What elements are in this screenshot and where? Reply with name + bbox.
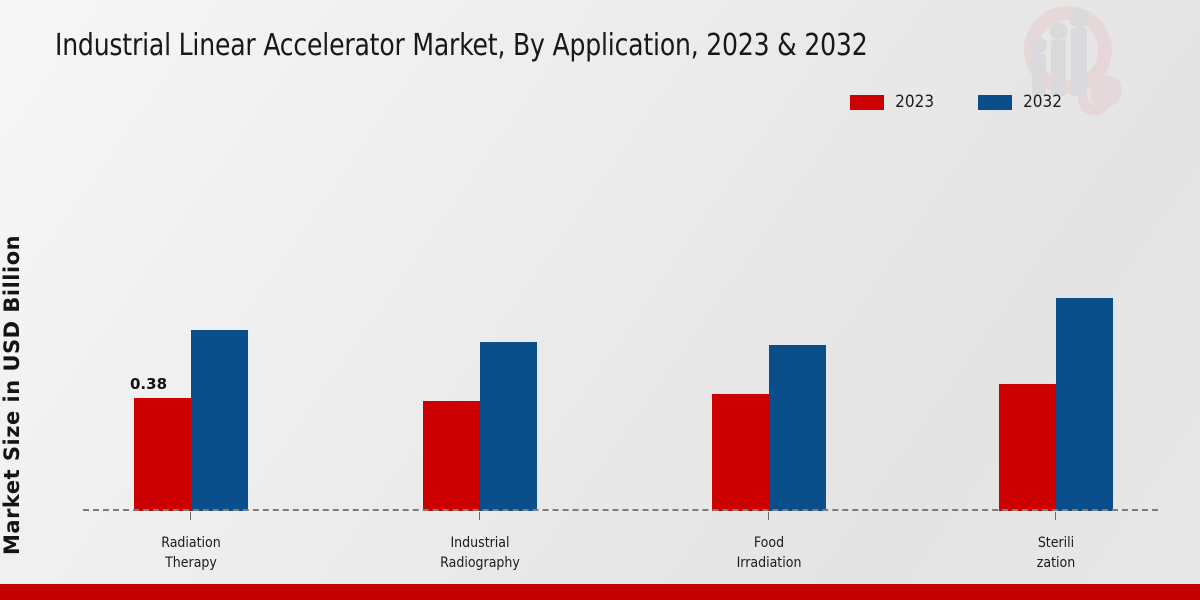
category-label: Radiation Therapy: [94, 533, 288, 573]
page-title: Industrial Linear Accelerator Market, By…: [55, 28, 868, 63]
legend-swatch-2023: [850, 94, 885, 110]
category-label: Industrial Radiography: [383, 533, 577, 573]
category-label: Sterili zation: [959, 533, 1153, 573]
category-label-line1: Industrial: [450, 535, 510, 551]
legend-swatch-2032: [978, 94, 1013, 110]
bar-2023[interactable]: [134, 398, 191, 511]
bar-2023[interactable]: [712, 394, 769, 511]
legend-label-2032: 2032: [1023, 92, 1062, 112]
category-label: Food Irradiation: [672, 533, 866, 573]
category-label-line2: zation: [1036, 555, 1076, 571]
category-label-line2: Therapy: [165, 555, 217, 571]
bar-2032[interactable]: [480, 342, 537, 511]
bar-2023[interactable]: [423, 401, 480, 511]
x-axis-baseline: [83, 509, 1158, 511]
bar-2032[interactable]: [769, 345, 826, 511]
category-label-line1: Sterili: [1037, 535, 1075, 551]
legend-item-2032[interactable]: 2032: [978, 92, 1062, 112]
legend-label-2023: 2023: [895, 92, 935, 112]
bar-2032[interactable]: [1056, 298, 1113, 511]
legend-item-2023[interactable]: 2023: [850, 92, 934, 112]
footer-accent-bar: [0, 584, 1200, 600]
category-label-line2: Irradiation: [736, 555, 802, 571]
y-axis-title: Market Size in USD Billion: [0, 234, 24, 555]
category-label-line2: Radiography: [440, 555, 520, 571]
bar-2032[interactable]: [191, 330, 248, 511]
bar-value-label: 0.38: [130, 375, 168, 393]
category-label-line1: Food: [753, 535, 785, 551]
watermark-logo: [1008, 0, 1138, 132]
axis-tick: [768, 512, 769, 520]
plot-area: 0.38 Radiation Therapy Industrial Radiog…: [83, 140, 1158, 571]
chart-legend: 2023 2032: [850, 92, 1062, 112]
category-label-line1: Radiation: [161, 535, 221, 551]
axis-tick: [479, 512, 480, 520]
axis-tick: [190, 512, 191, 520]
axis-tick: [1055, 512, 1056, 520]
bar-2023[interactable]: [999, 384, 1056, 511]
